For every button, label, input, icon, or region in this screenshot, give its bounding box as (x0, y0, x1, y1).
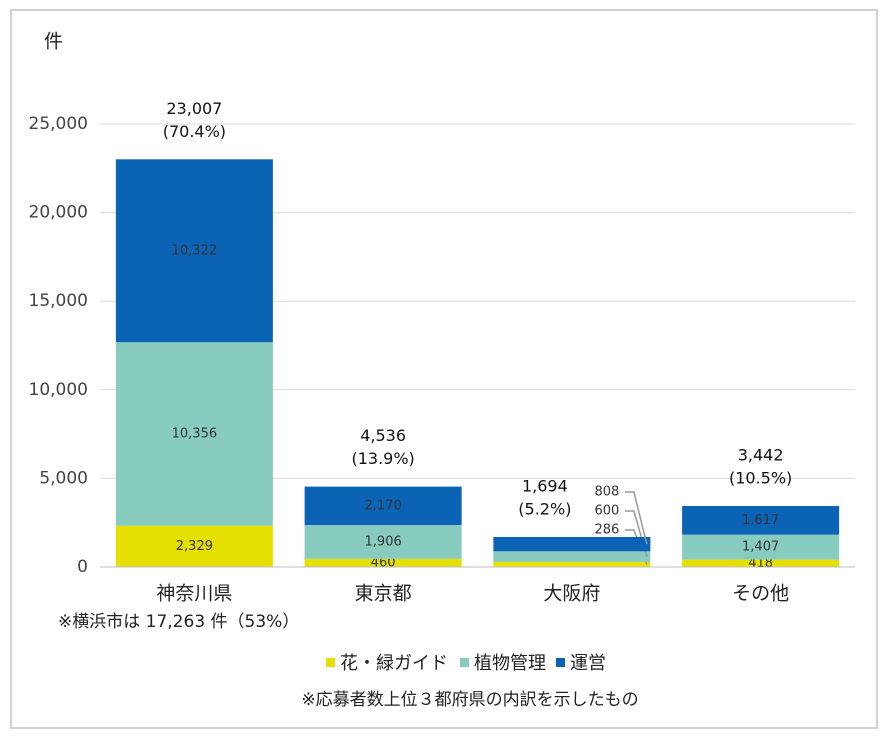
y-tick-label: 5,000 (39, 468, 88, 488)
bar-segment (493, 536, 651, 552)
x-tick-label: その他 (732, 583, 789, 605)
y-tick-label: 10,000 (29, 380, 88, 400)
bar-segment (493, 561, 651, 567)
legend-swatch (460, 658, 469, 667)
y-tick-label: 15,000 (29, 291, 88, 311)
legend-label: 運営 (570, 653, 606, 674)
bar-segment (304, 525, 462, 559)
data-label: 2,170 (365, 498, 402, 513)
total-label: 4,536 (360, 426, 406, 445)
data-label: 600 (594, 503, 619, 518)
bar-segment (115, 525, 273, 567)
data-label: 10,356 (172, 426, 218, 441)
legend-swatch (326, 658, 335, 667)
leader-line (624, 491, 648, 545)
x-tick-label: 神奈川県 (156, 583, 232, 605)
x-tick-label: 大阪府 (543, 583, 600, 605)
annotation: ※横浜市は 17,263 件（53%） (58, 612, 299, 632)
total-label: 3,442 (738, 446, 784, 465)
bar-segment (115, 159, 273, 343)
share-label: (10.5%) (729, 469, 792, 488)
share-label: (70.4%) (163, 122, 226, 141)
y-tick-label: 20,000 (29, 203, 88, 223)
y-axis-label: 件 (44, 31, 63, 53)
bar-segment (115, 342, 273, 526)
annotation: ※応募者数上位３都府県の内訳を示したもの (301, 690, 638, 710)
data-label: 1,617 (742, 513, 779, 528)
data-label: 10,322 (172, 243, 218, 258)
frame (10, 9, 878, 729)
bar-segment (682, 534, 840, 560)
x-tick-label: 東京都 (355, 583, 412, 605)
total-label: 23,007 (166, 99, 222, 118)
legend-label: 植物管理 (474, 653, 546, 674)
bar-segment (304, 558, 462, 567)
data-label: 286 (594, 522, 619, 537)
data-label: 2,329 (176, 539, 213, 554)
legend-label: 花・緑ガイド (340, 653, 448, 674)
data-label: 808 (594, 484, 619, 499)
bar-segment (682, 559, 840, 567)
data-label: 1,906 (365, 534, 402, 549)
bar-segment (493, 551, 651, 562)
bar-segment (682, 506, 840, 535)
share-label: (5.2%) (518, 499, 571, 518)
legend-swatch (556, 658, 565, 667)
y-tick-label: 0 (77, 557, 88, 577)
y-tick-label: 25,000 (29, 114, 88, 134)
bar-segment (304, 486, 462, 526)
data-label: 1,407 (742, 540, 779, 555)
total-label: 1,694 (522, 476, 568, 495)
share-label: (13.9%) (351, 449, 414, 468)
